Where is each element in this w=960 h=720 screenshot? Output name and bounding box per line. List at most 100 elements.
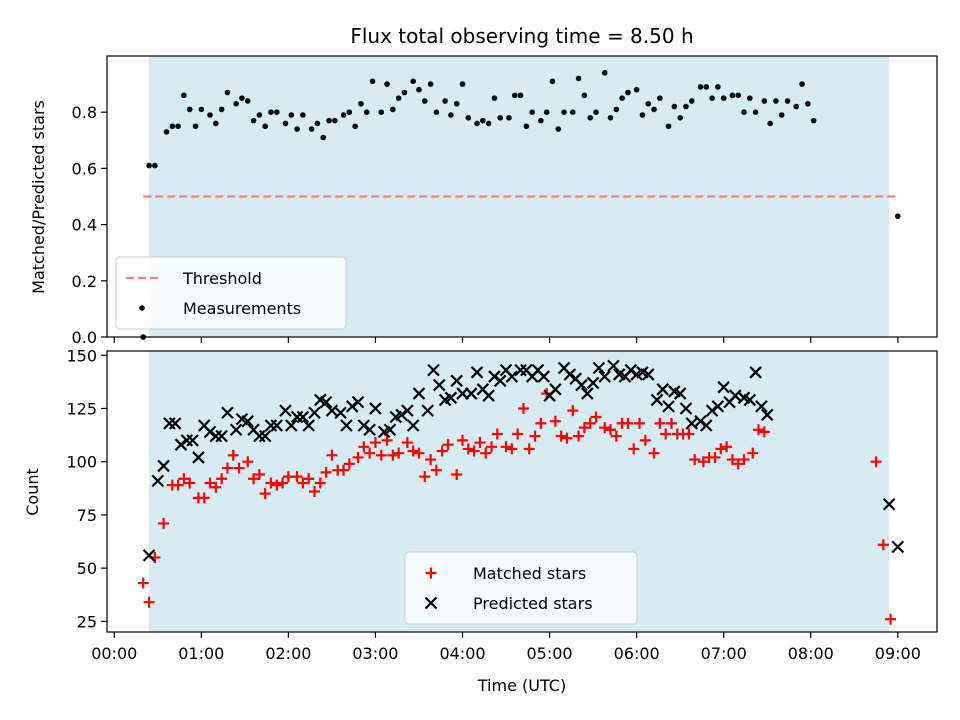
data-point	[778, 112, 785, 118]
data-point	[158, 517, 170, 529]
data-point	[262, 123, 268, 130]
data-point	[406, 419, 420, 432]
data-point	[401, 404, 414, 417]
data-point	[517, 92, 524, 99]
data-point	[474, 437, 486, 449]
data-point	[163, 129, 170, 135]
legend-x-swatch	[424, 596, 438, 610]
data-point	[575, 75, 582, 82]
data-point	[578, 422, 590, 434]
data-point	[378, 109, 385, 115]
data-point	[390, 106, 396, 113]
data-point	[168, 417, 182, 430]
data-point	[383, 423, 397, 437]
data-point	[268, 109, 274, 115]
data-point	[410, 78, 416, 85]
data-point	[761, 98, 768, 104]
data-point	[506, 115, 512, 121]
data-point	[561, 109, 567, 115]
legend-label: Measurements	[183, 299, 301, 318]
data-point	[599, 422, 611, 434]
data-point	[743, 393, 757, 407]
data-point	[654, 417, 666, 429]
data-point	[697, 456, 709, 468]
data-point	[634, 417, 646, 429]
data-point	[198, 106, 205, 113]
data-point	[285, 419, 298, 432]
data-point	[346, 109, 353, 115]
data-point	[512, 428, 524, 440]
bottom-y-axis-label: Count	[23, 468, 42, 516]
data-point	[607, 359, 620, 373]
data-point	[480, 447, 492, 459]
data-point	[430, 464, 442, 476]
data-point	[622, 417, 634, 429]
data-point	[721, 441, 733, 453]
data-point	[657, 95, 663, 101]
data-point	[421, 404, 434, 417]
data-point	[885, 613, 897, 625]
data-point	[294, 126, 300, 132]
data-point	[538, 117, 544, 124]
data-point	[758, 426, 770, 438]
data-point	[146, 162, 152, 169]
data-point	[213, 120, 219, 127]
data-point	[729, 92, 736, 99]
x-axis-label: Time (UTC)	[477, 676, 566, 695]
data-point	[679, 402, 693, 415]
data-point	[537, 370, 551, 383]
legend-label: Predicted stars	[473, 594, 593, 613]
data-point	[320, 134, 327, 141]
data-point	[586, 376, 600, 390]
y-tick-label: 0.8	[72, 103, 97, 122]
data-point	[250, 117, 257, 124]
bottom-plot-area: 25 50 75 100 125 150 00:00 01:00 02:00 03:00 04:00…	[66, 346, 938, 663]
data-point	[549, 415, 561, 427]
data-point	[493, 374, 507, 388]
data-point	[253, 468, 265, 480]
data-point	[717, 380, 730, 394]
data-point	[192, 123, 199, 130]
data-point	[381, 434, 393, 446]
data-point	[749, 366, 762, 379]
data-point	[474, 120, 480, 127]
data-point	[186, 106, 193, 113]
data-point	[805, 100, 811, 107]
top-panel: 0.0 0.2 0.4 0.6 0.8 Threshold Measurements Mat…	[29, 55, 938, 347]
data-point	[517, 402, 529, 414]
data-point	[224, 89, 231, 96]
data-point	[561, 432, 573, 444]
data-point	[703, 84, 710, 90]
data-point	[613, 106, 620, 113]
data-point	[308, 126, 315, 132]
data-point	[387, 449, 399, 461]
plot-frame	[106, 55, 938, 338]
data-point	[326, 449, 338, 461]
data-point	[598, 370, 611, 383]
data-point	[198, 492, 210, 504]
data-point	[332, 117, 338, 124]
data-point	[529, 109, 535, 115]
data-point	[169, 123, 176, 130]
data-point	[407, 445, 419, 457]
data-point	[688, 98, 695, 104]
data-point	[181, 92, 187, 99]
data-point	[641, 368, 655, 381]
series-matched-stars	[137, 388, 897, 625]
legend-label: Threshold	[182, 269, 262, 288]
x-tick-label: 03:00	[352, 644, 398, 663]
data-point	[656, 383, 670, 396]
data-point	[233, 100, 239, 107]
data-point	[248, 473, 260, 485]
y-tick-label: 0.0	[72, 328, 97, 347]
data-point	[413, 447, 425, 459]
data-point	[241, 414, 255, 428]
data-point	[535, 417, 547, 429]
data-point	[186, 434, 199, 447]
data-point	[506, 443, 518, 455]
data-point	[567, 405, 579, 417]
data-point	[555, 430, 567, 442]
data-point	[258, 429, 272, 443]
data-point	[726, 454, 738, 466]
data-point	[369, 402, 382, 415]
